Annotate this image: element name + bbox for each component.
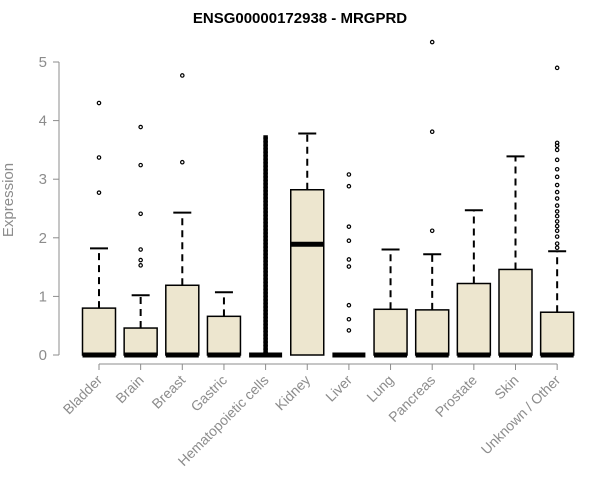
box-body <box>81 307 117 356</box>
boxes-layer <box>81 39 575 358</box>
outlier-point <box>554 189 560 195</box>
outlier-point <box>554 228 560 234</box>
outlier-point <box>554 174 560 180</box>
box-skin <box>498 155 533 358</box>
outlier-point <box>554 241 560 246</box>
x-tick-label: Lung <box>363 372 396 405</box>
box-body <box>165 284 200 356</box>
outlier-point <box>138 257 143 263</box>
y-tick-label: 2 <box>39 230 47 247</box>
outlier-point <box>346 316 352 322</box>
outlier-point <box>346 264 352 269</box>
outlier-point <box>346 238 352 244</box>
y-axis-label: Expression <box>0 163 17 237</box>
outlier-point <box>554 140 560 146</box>
box-kidney <box>290 132 325 356</box>
outlier-point <box>346 257 352 262</box>
y-tick-label: 1 <box>39 288 47 305</box>
outlier-point <box>138 162 143 168</box>
outlier-point <box>138 263 143 268</box>
outlier-point <box>554 182 560 188</box>
box-body <box>414 309 450 356</box>
outlier-point <box>429 129 435 135</box>
y-tick-label: 5 <box>39 54 47 71</box>
outlier-point <box>429 228 435 234</box>
outlier-point <box>180 73 185 78</box>
outlier-point <box>554 209 560 214</box>
outlier-point <box>554 147 560 153</box>
outlier-point <box>554 166 560 172</box>
x-tick-label: Liver <box>322 372 355 405</box>
chart-title: ENSG00000172938 - MRGPRD <box>193 10 407 27</box>
box-gastric <box>206 291 242 358</box>
box-lung <box>373 248 408 358</box>
box-brain <box>123 124 158 358</box>
x-tick-label: Prostate <box>432 372 480 420</box>
outlier-point <box>346 302 352 308</box>
x-tick-label: Brain <box>112 372 146 406</box>
outlier-point <box>554 65 560 71</box>
outlier-point <box>180 159 185 165</box>
box-body <box>206 315 242 356</box>
y-axis: 0 1 2 3 4 5 <box>39 54 60 364</box>
outlier-point <box>554 203 560 208</box>
outlier-point <box>263 135 268 141</box>
x-tick-label: Bladder <box>60 372 106 418</box>
outlier-point <box>346 224 352 229</box>
x-tick-label: Skin <box>491 372 522 403</box>
y-tick-label: 0 <box>39 347 47 364</box>
box-body <box>123 327 158 356</box>
outlier-point <box>138 211 143 217</box>
box-body <box>498 268 533 356</box>
outlier-point <box>554 219 560 224</box>
box-body <box>290 188 325 356</box>
x-tick-label: Unknown / Other <box>478 372 564 458</box>
outlier-point <box>554 157 560 163</box>
outlier-point <box>429 39 435 45</box>
outlier-point <box>554 196 560 201</box>
box-prostate <box>456 209 492 358</box>
outlier-point <box>554 245 560 251</box>
outlier-point <box>96 155 102 160</box>
box-pancreas <box>414 39 450 358</box>
box-body <box>456 282 492 356</box>
outlier-point <box>138 124 143 130</box>
x-tick-label: Kidney <box>272 372 314 414</box>
outlier-point <box>554 213 560 219</box>
outlier-point <box>554 234 560 239</box>
box-body <box>373 308 408 356</box>
x-tick-label: Breast <box>148 372 188 412</box>
outlier-point <box>138 247 143 252</box>
outlier-point <box>96 100 102 106</box>
box-hematopoietic-cells <box>249 135 283 358</box>
box-breast <box>165 73 200 358</box>
outlier-point <box>554 223 560 229</box>
box-liver <box>332 172 366 358</box>
outlier-point <box>346 183 352 189</box>
box-bladder <box>81 100 117 358</box>
outlier-point <box>96 190 102 195</box>
box-body <box>539 311 575 356</box>
box-unknown-other <box>539 65 575 358</box>
y-tick-label: 4 <box>39 113 47 130</box>
outlier-point <box>346 172 352 177</box>
outlier-point <box>346 328 352 333</box>
y-tick-label: 3 <box>39 171 47 188</box>
